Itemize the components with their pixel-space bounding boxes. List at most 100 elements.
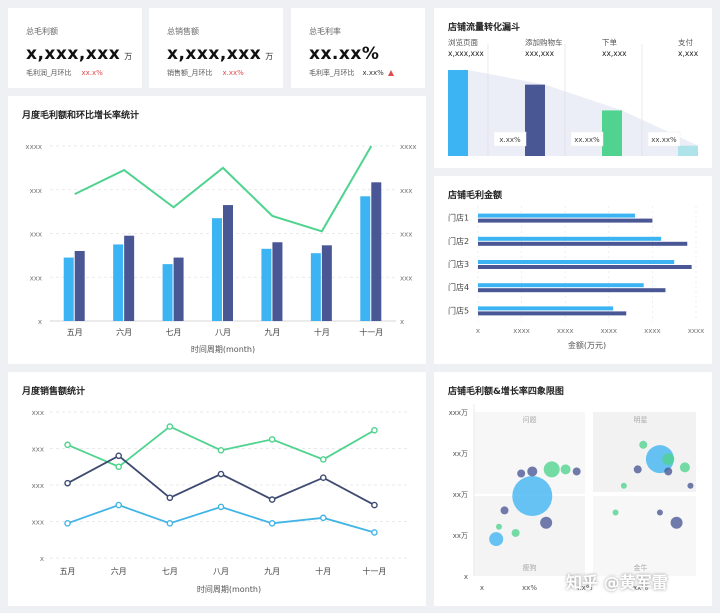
watermark: 知乎 @黄军雷	[566, 573, 668, 592]
y-tick-label: x	[40, 555, 44, 563]
x-tick-label: x	[480, 584, 484, 592]
conversion-box	[493, 131, 527, 147]
scatter-point	[670, 516, 683, 529]
stage-label: 添加购物车	[525, 37, 563, 47]
bar	[74, 251, 85, 321]
conversion-box	[570, 131, 604, 147]
y-tick-label: 门店4	[448, 282, 469, 292]
scatter-point	[572, 467, 581, 476]
monthly-sales-card: 月度销售额统计 x xxx xxx xxx xxx 五月 六月 七月 八月 九月 十月 十一月 时间周期…	[8, 372, 426, 606]
y2-tick-label: xxxx	[400, 143, 417, 151]
series-point	[217, 470, 225, 478]
quadrant-label: 问题	[523, 416, 537, 424]
scatter-point	[679, 462, 690, 473]
x-tick-label: 十一月	[359, 327, 383, 337]
kpi-card-margin: 总毛利率 xx.xx% 毛利率_月环比 x.xx%	[291, 8, 425, 88]
chart-title: 店铺流量转化漏斗	[448, 23, 521, 33]
funnel-bar	[602, 110, 622, 156]
bar	[310, 253, 321, 321]
kpi-label: 总毛利率	[309, 27, 341, 36]
bar	[261, 248, 272, 321]
chart-title: 店铺毛利金额	[448, 191, 503, 201]
x-tick-label: 五月	[60, 567, 76, 576]
scatter-point	[511, 528, 520, 537]
scatter-point	[687, 482, 694, 489]
bar	[478, 218, 653, 223]
bar	[478, 241, 688, 246]
series-point	[115, 463, 123, 471]
x-tick-label: 七月	[166, 328, 182, 337]
x-tick-label: xx%	[522, 584, 537, 592]
bar	[223, 205, 233, 321]
stage-value: x,xxx,xxx	[448, 49, 484, 58]
y-tick-label: xxx	[32, 519, 44, 527]
funnel-bar	[678, 145, 698, 156]
y-tick-label: xxx	[30, 231, 42, 239]
stage-value: x,xxx	[678, 49, 699, 58]
series-point	[268, 436, 276, 443]
x-tick-label: xx%	[578, 584, 593, 592]
y-tick-label: xxx	[32, 409, 44, 417]
series-point	[166, 520, 174, 527]
conversion-label: xx.xx%	[574, 136, 600, 144]
y-tick-label: 门店5	[448, 305, 469, 315]
quadrant-bg	[593, 496, 696, 576]
bar	[478, 288, 666, 293]
x-axis-label: 时间周期(month)	[191, 344, 255, 354]
y-tick-label: 门店1	[448, 213, 469, 223]
stage-label: 浏览页面	[448, 37, 478, 47]
quadrant-bg	[593, 412, 696, 492]
kpi-card-profit: 总毛利额 x,xxx,xxx 万 毛利润_月环比 xx.x%	[8, 8, 142, 88]
bar	[162, 264, 173, 321]
scatter-point	[517, 469, 526, 478]
x-tick-label: 九月	[264, 567, 280, 576]
series-point	[64, 479, 71, 487]
funnel-bar	[525, 84, 545, 156]
bar	[478, 260, 675, 264]
y-tick-label: xxx	[30, 274, 42, 282]
bar	[124, 235, 135, 321]
x-tick-label: 六月	[111, 566, 127, 576]
series-point	[371, 426, 378, 434]
y-tick-label: 门店3	[448, 259, 469, 269]
series-point	[319, 456, 327, 463]
scatter-point	[543, 461, 560, 478]
kpi-label: 总销售额	[167, 27, 199, 36]
scatter-point	[656, 509, 663, 516]
stage-label: 支付	[678, 37, 693, 47]
y2-tick-label: xxx	[400, 187, 412, 195]
y-tick-label: xxx	[30, 187, 42, 195]
series-point	[115, 501, 123, 509]
scatter-point	[639, 440, 648, 449]
series-point	[268, 496, 276, 503]
y-tick-label: xx万	[453, 491, 468, 499]
x-tick-label: xxxx	[644, 327, 661, 335]
stage-label: 下单	[602, 37, 617, 47]
y-tick-label: 门店2	[448, 236, 469, 246]
quadrant-label: 明星	[634, 416, 648, 424]
series-point	[371, 529, 378, 536]
quadrant-card: 店铺毛利额&增长率四象限图 x xx万 xx万 xx万 xxx万 x xx% xx% xx% 问题…	[434, 372, 712, 606]
scatter-point	[633, 465, 642, 474]
scatter-point	[620, 482, 627, 489]
y-tick-label: xxx	[32, 446, 44, 454]
x-tick-label: 六月	[116, 327, 132, 337]
y-tick-label: xx万	[453, 450, 468, 458]
kpi-card-sales: 总销售额 x,xxx,xxx 万 销售额_月环比 x.xx%	[149, 8, 283, 88]
series-point	[166, 494, 174, 502]
x-axis-label: 时间周期(month)	[197, 584, 261, 594]
x-tick-label: 七月	[162, 567, 178, 576]
series-line	[67, 454, 375, 506]
y-tick-label: xxx万	[449, 409, 468, 417]
y-tick-label: x	[38, 318, 42, 326]
x-axis-label: 金额(万元)	[568, 340, 606, 350]
arrow-up-icon	[387, 70, 394, 76]
bar	[360, 196, 371, 321]
series-point	[115, 452, 123, 460]
y-tick-label: xx万	[453, 532, 468, 540]
bar	[113, 244, 124, 321]
bar	[63, 257, 74, 321]
scatter-point	[489, 532, 504, 547]
